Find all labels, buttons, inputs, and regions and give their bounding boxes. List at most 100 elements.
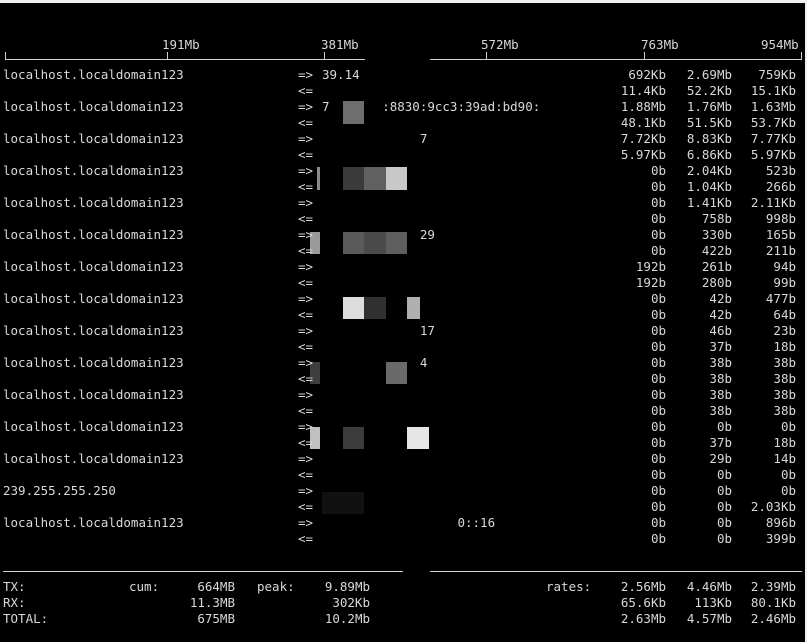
rx-arrow: <= — [298, 275, 314, 290]
rx-rate: 0b — [650, 243, 666, 258]
redaction-block — [407, 427, 429, 449]
host-name: localhost.localdomain123 — [3, 99, 184, 114]
tx-arrow: => — [298, 451, 314, 466]
remote-host: 4 — [322, 355, 428, 370]
rx-rate: 422b — [701, 243, 732, 258]
rx-rate: 2.03Kb — [750, 499, 796, 514]
scale-label: 763Mb — [641, 37, 679, 52]
tx-rate: 192b — [635, 259, 666, 274]
remote-host: 29 — [322, 227, 435, 242]
rx-rate: 38b — [709, 403, 732, 418]
rx-arrow: <= — [298, 467, 314, 482]
total-rate-2s: 2.63Mb — [620, 611, 666, 626]
host-name: localhost.localdomain123 — [3, 259, 184, 274]
tx-rate: 1.41Kb — [686, 195, 732, 210]
tx-arrow: => — [298, 419, 314, 434]
rx-rate: 192b — [635, 275, 666, 290]
tx-arrow: => — [298, 259, 314, 274]
rx-rate: 6.86Kb — [686, 147, 732, 162]
tx-arrow: => — [298, 163, 314, 178]
scale-tick — [324, 52, 325, 60]
redaction-block — [386, 167, 407, 190]
remote-host: 17 — [322, 323, 435, 338]
tx-rate: 38b — [709, 355, 732, 370]
tx-rate: 2.69Mb — [686, 67, 732, 82]
redaction-block — [343, 167, 364, 190]
host-name: localhost.localdomain123 — [3, 227, 184, 242]
rx-rate: 0b — [780, 467, 796, 482]
rx-arrow: <= — [298, 403, 314, 418]
rx-arrow: <= — [298, 243, 314, 258]
tx-arrow: => — [298, 483, 314, 498]
remote-host: 0::16 — [322, 515, 496, 530]
scale-tick — [801, 52, 802, 60]
scale-label: 954Mb — [761, 37, 799, 52]
rx-rate-10s: 113Kb — [694, 595, 732, 610]
rx-rate: 18b — [773, 339, 796, 354]
rates-label: rates: — [546, 579, 592, 594]
rx-arrow: <= — [298, 307, 314, 322]
total-rate-40s: 2.46Mb — [750, 611, 796, 626]
tx-rate-2s: 2.56Mb — [620, 579, 666, 594]
total-cum-value: 675MB — [197, 611, 235, 626]
rx-rate: 0b — [650, 531, 666, 546]
rx-cum-value: 11.3MB — [189, 595, 235, 610]
redaction-block — [310, 100, 318, 121]
rx-arrow: <= — [298, 531, 314, 546]
redaction-block — [343, 101, 364, 124]
rx-rate: 53.7Kb — [750, 115, 796, 130]
redaction-block — [364, 297, 386, 319]
scale-tick — [486, 52, 487, 60]
host-name: localhost.localdomain123 — [3, 355, 184, 370]
rx-rate: 0b — [650, 435, 666, 450]
rx-rate-2s: 65.6Kb — [620, 595, 666, 610]
footer-separator-left — [3, 571, 403, 572]
rx-rate: 51.5Kb — [686, 115, 732, 130]
rx-rate: 266b — [765, 179, 796, 194]
tx-rate: 0b — [716, 419, 732, 434]
host-name: localhost.localdomain123 — [3, 323, 184, 338]
tx-rate: 0b — [650, 227, 666, 242]
tx-rate: 261b — [701, 259, 732, 274]
remote-host: 7 :8830:9cc3:39ad:bd90: — [322, 99, 541, 114]
rx-rate: 0b — [650, 467, 666, 482]
rx-rate: 37b — [709, 435, 732, 450]
scale-label: 191Mb — [162, 37, 200, 52]
tx-rate: 165b — [765, 227, 796, 242]
tx-rate: 38b — [709, 387, 732, 402]
host-name: 239.255.255.250 — [3, 483, 116, 498]
tx-rate: 759Kb — [758, 67, 796, 82]
total-label: TOTAL: — [3, 611, 49, 626]
rx-rate: 15.1Kb — [750, 83, 796, 98]
tx-rate: 1.88Mb — [620, 99, 666, 114]
peak-label: peak: — [257, 579, 295, 594]
rx-rate: 0b — [650, 403, 666, 418]
tx-arrow: => — [298, 387, 314, 402]
rx-rate: 998b — [765, 211, 796, 226]
tx-rate: 0b — [716, 483, 732, 498]
redaction-block — [386, 232, 407, 254]
rx-rate: 0b — [650, 371, 666, 386]
tx-arrow: => — [298, 355, 314, 370]
rx-arrow: <= — [298, 339, 314, 354]
redaction-block — [364, 167, 386, 190]
rx-rate: 11.4Kb — [620, 83, 666, 98]
redaction-block — [343, 297, 364, 319]
rx-rate: 38b — [773, 371, 796, 386]
redaction-block — [310, 427, 320, 449]
redaction-block — [386, 362, 407, 384]
tx-rate: 0b — [650, 387, 666, 402]
rx-rate: 38b — [709, 371, 732, 386]
tx-rate: 38b — [773, 355, 796, 370]
redaction-block — [407, 297, 420, 319]
tx-rate: 0b — [650, 291, 666, 306]
window-top-edge — [0, 0, 807, 3]
rx-rate: 0b — [650, 211, 666, 226]
tx-rate: 2.04Kb — [686, 163, 732, 178]
tx-peak-value: 9.89Mb — [324, 579, 370, 594]
rx-rate: 0b — [716, 531, 732, 546]
tx-rate: 692Kb — [628, 67, 666, 82]
tx-rate: 896b — [765, 515, 796, 530]
host-name: localhost.localdomain123 — [3, 163, 184, 178]
tx-rate: 0b — [650, 323, 666, 338]
